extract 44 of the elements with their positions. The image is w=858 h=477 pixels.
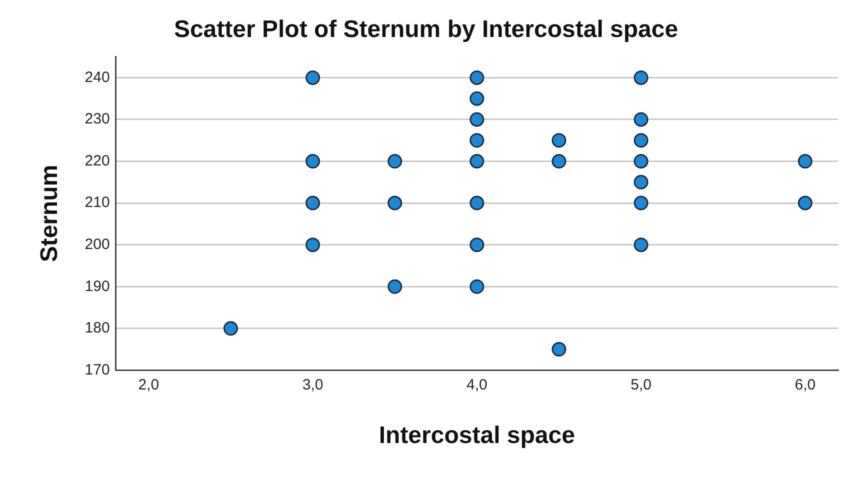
x-tick-label: 5,0 bbox=[630, 376, 652, 394]
x-axis-title: Intercostal space bbox=[378, 422, 575, 450]
point bbox=[223, 321, 238, 336]
y-tick-label: 220 bbox=[84, 152, 110, 170]
y-tick-label: 200 bbox=[84, 236, 110, 253]
point bbox=[634, 70, 648, 85]
point bbox=[388, 279, 402, 294]
point bbox=[470, 154, 484, 169]
point bbox=[798, 196, 812, 210]
point bbox=[470, 279, 484, 294]
x-tick-label: 3,0 bbox=[302, 376, 324, 394]
y-tick-label: 180 bbox=[84, 320, 110, 337]
point bbox=[306, 196, 320, 210]
x-tick-label: 4,0 bbox=[466, 376, 488, 394]
y-tick-label: 190 bbox=[84, 278, 110, 295]
x-tick-label: 6,0 bbox=[794, 376, 816, 394]
point bbox=[552, 133, 566, 148]
point bbox=[306, 154, 320, 169]
point bbox=[634, 238, 648, 252]
y-tick-label: 230 bbox=[84, 110, 110, 128]
point bbox=[634, 154, 648, 169]
point bbox=[634, 174, 648, 190]
point bbox=[470, 91, 484, 106]
point bbox=[470, 133, 484, 148]
chart-title: Scatter Plot of Sternum by Intercostal space bbox=[174, 16, 678, 44]
y-tick-label: 170 bbox=[84, 361, 110, 378]
point bbox=[306, 238, 320, 252]
point bbox=[634, 112, 648, 127]
point bbox=[552, 154, 566, 169]
point bbox=[634, 196, 648, 210]
point bbox=[634, 133, 648, 148]
point bbox=[470, 112, 484, 127]
point bbox=[306, 70, 320, 85]
y-tick-label: 210 bbox=[84, 194, 110, 212]
point bbox=[388, 154, 402, 169]
point bbox=[388, 196, 402, 210]
point bbox=[470, 238, 484, 252]
point bbox=[470, 196, 484, 210]
point bbox=[552, 342, 566, 357]
point bbox=[798, 154, 812, 169]
point bbox=[470, 70, 484, 85]
y-axis-title: Sternum bbox=[36, 164, 64, 262]
x-tick-label: 2,0 bbox=[138, 376, 160, 394]
y-tick-label: 240 bbox=[84, 68, 110, 86]
